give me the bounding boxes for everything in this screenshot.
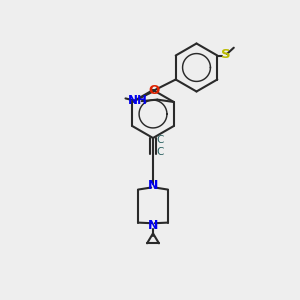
Text: NH: NH (128, 94, 148, 107)
Text: O: O (148, 84, 160, 97)
Text: N: N (148, 219, 158, 232)
Text: C: C (157, 135, 164, 146)
Text: C: C (157, 147, 164, 157)
Text: S: S (220, 48, 230, 61)
Text: N: N (148, 178, 158, 192)
